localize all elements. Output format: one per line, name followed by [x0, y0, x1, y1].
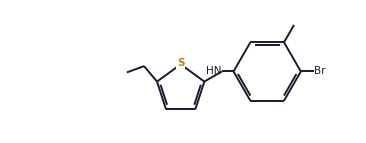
Text: HN: HN — [206, 66, 221, 77]
Text: Br: Br — [314, 66, 326, 77]
Text: S: S — [177, 58, 184, 68]
